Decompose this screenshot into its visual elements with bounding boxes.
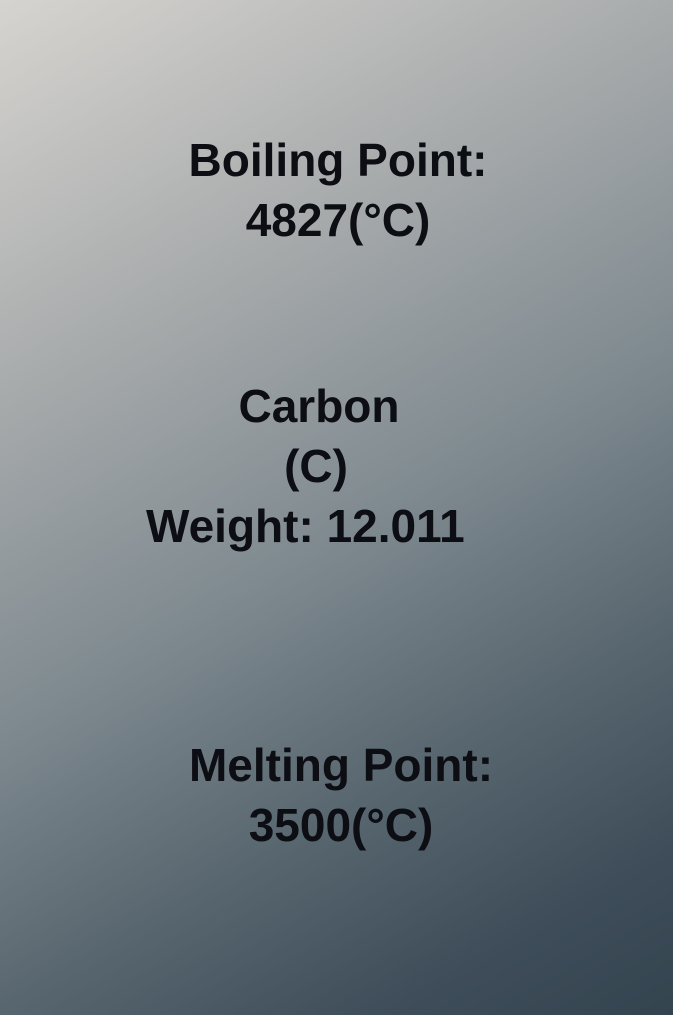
melting-point-label: Melting Point: (188, 739, 494, 791)
element-block: Carbon (C) Weight: 12.011 (146, 376, 502, 556)
melting-point-block: Melting Point: 3500(°C) (176, 735, 506, 855)
boiling-point-label: Boiling Point: (188, 134, 488, 186)
boiling-point-block: Boiling Point: 4827(°C) (177, 130, 499, 250)
boiling-point-value: 4827(°C) (245, 194, 431, 246)
element-weight: Weight: 12.011 (146, 500, 465, 552)
element-name: Carbon (238, 380, 400, 432)
element-symbol: (C) (284, 440, 348, 492)
melting-point-value: 3500(°C) (248, 799, 434, 851)
